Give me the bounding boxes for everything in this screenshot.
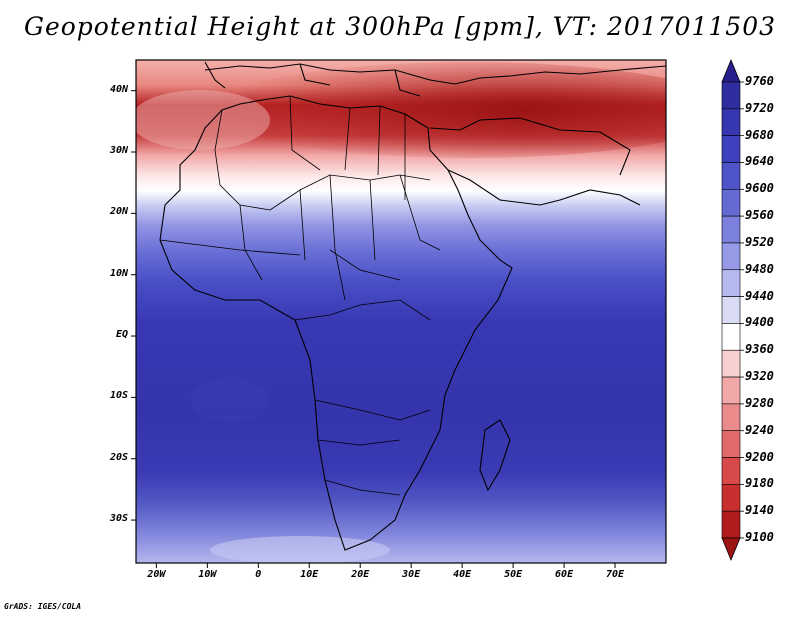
colorbar-level-label: 9180 bbox=[745, 476, 774, 491]
lat-label: 10N bbox=[109, 267, 128, 279]
height-field bbox=[136, 60, 666, 563]
map-title: Geopotential Height at 300hPa [gpm], VT:… bbox=[23, 12, 777, 41]
lon-label: 0 bbox=[255, 569, 262, 580]
credit-text: GrADS: IGES/COLA bbox=[4, 602, 82, 611]
colorbar-swatch bbox=[721, 430, 741, 458]
lat-label: 30N bbox=[109, 145, 128, 156]
lat-label: 20N bbox=[109, 206, 128, 218]
lon-label: 60E bbox=[555, 569, 574, 580]
colorbar-bottom-arrow bbox=[721, 537, 741, 562]
lon-label: 30E bbox=[402, 569, 421, 580]
colorbar-swatch bbox=[721, 81, 741, 110]
colorbar-level-label: 9240 bbox=[745, 422, 774, 437]
colorbar-swatch bbox=[721, 510, 741, 539]
lat-label: 10S bbox=[109, 390, 128, 402]
colorbar-level-label: 9140 bbox=[745, 503, 774, 518]
coastlines bbox=[159, 61, 666, 551]
colorbar-swatch bbox=[721, 403, 741, 432]
colorbar-level-label: 9760 bbox=[745, 74, 774, 88]
colorbar-level-label: 9360 bbox=[745, 342, 774, 357]
colorbar-level-label: 9560 bbox=[745, 208, 774, 223]
colorbar-level-label: 9600 bbox=[745, 181, 774, 196]
colorbar-top-arrow bbox=[721, 58, 741, 83]
lat-label: EQ bbox=[115, 329, 128, 341]
lat-label: 20S bbox=[109, 451, 128, 463]
lon-label: 10W bbox=[198, 569, 217, 580]
colorbar-swatch bbox=[721, 457, 741, 485]
colorbar-level-label: 9720 bbox=[745, 100, 774, 115]
colorbar-swatch bbox=[721, 349, 741, 378]
colorbar-swatch bbox=[721, 323, 741, 351]
colorbar-swatch bbox=[721, 108, 741, 136]
colorbar bbox=[721, 58, 744, 562]
lon-label: 70E bbox=[606, 569, 625, 580]
colorbar-swatch bbox=[721, 484, 741, 512]
colorbar-swatch bbox=[721, 188, 741, 217]
colorbar-level-label: 9200 bbox=[745, 449, 774, 464]
colorbar-swatch bbox=[721, 135, 741, 163]
colorbar-swatch bbox=[721, 296, 741, 324]
colorbar-level-label: 9680 bbox=[745, 127, 774, 142]
colorbar-level-label: 9280 bbox=[745, 395, 774, 410]
axis-ticks bbox=[131, 90, 616, 568]
colorbar-level-label: 9480 bbox=[745, 261, 774, 276]
lon-label: 20W bbox=[147, 569, 166, 580]
colorbar-level-label: 9640 bbox=[745, 154, 774, 169]
lat-label: 30S bbox=[109, 513, 128, 525]
colorbar-level-label: 9520 bbox=[745, 234, 774, 249]
colorbar-swatch bbox=[721, 215, 741, 244]
colorbar-level-label: 9320 bbox=[745, 369, 774, 384]
lon-label: 10E bbox=[300, 569, 319, 580]
borders bbox=[159, 95, 441, 496]
colorbar-swatch bbox=[721, 376, 741, 405]
lon-label: 40E bbox=[453, 569, 472, 580]
colorbar-swatch bbox=[721, 269, 741, 297]
lat-label: 40N bbox=[109, 83, 128, 95]
lon-label: 50E bbox=[504, 569, 523, 580]
lon-label: 20E bbox=[351, 569, 370, 580]
colorbar-level-label: 9440 bbox=[745, 288, 774, 303]
map-frame bbox=[135, 59, 667, 564]
colorbar-level-label: 9100 bbox=[745, 530, 774, 544]
colorbar-swatch bbox=[721, 162, 741, 190]
colorbar-swatch bbox=[721, 242, 741, 271]
colorbar-level-label: 9400 bbox=[745, 315, 774, 330]
